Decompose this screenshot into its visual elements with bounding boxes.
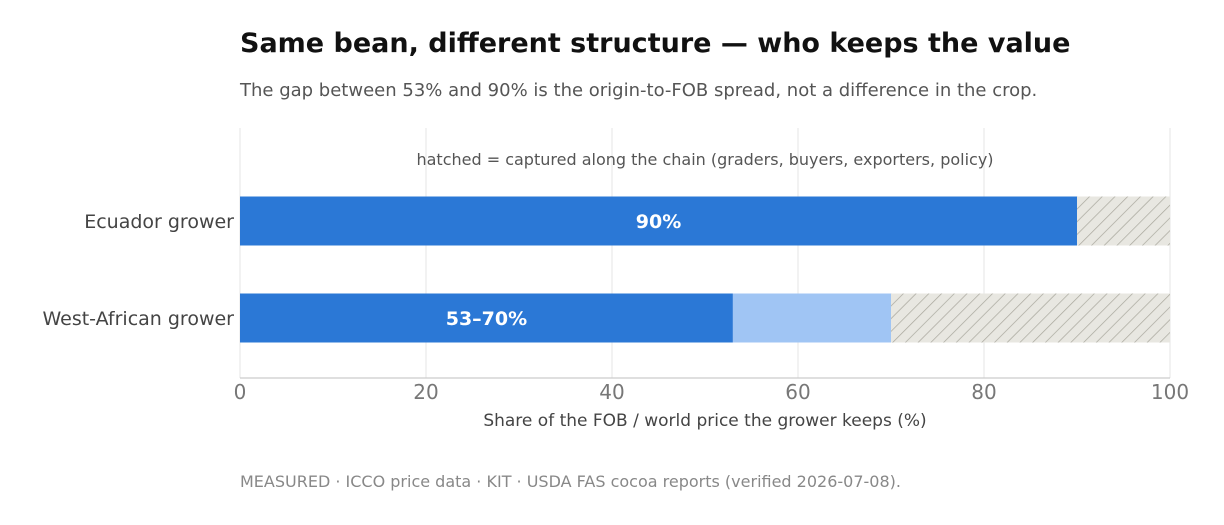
hatch-annotation: hatched = captured along the chain (grad… (416, 150, 993, 169)
bar-1-segment-1 (732, 293, 891, 343)
category-label-1: West-African grower (42, 308, 234, 330)
category-labels: Ecuador grower West-African grower (42, 211, 234, 330)
x-tick-label-0: 0 (234, 380, 247, 404)
chart-subtitle: The gap between 53% and 90% is the origi… (240, 80, 1038, 101)
category-label-0: Ecuador grower (84, 211, 234, 233)
x-axis-label: Share of the FOB / world price the growe… (483, 411, 926, 431)
bar-0-segment-0 (240, 196, 1077, 246)
source-note: MEASURED · ICCO price data · KIT · USDA … (240, 472, 901, 491)
x-tick-label-5: 100 (1151, 380, 1189, 404)
x-tick-label-3: 60 (785, 380, 810, 404)
bars (240, 196, 1170, 343)
bar-labels: 90% 53–70% (446, 211, 682, 330)
bar-1-segment-0 (240, 293, 733, 343)
bar-label-0: 90% (636, 211, 681, 233)
bar-label-1: 53–70% (446, 308, 527, 330)
bar-0-segment-2 (1077, 196, 1170, 246)
chart-title: Same bean, different structure — who kee… (240, 28, 1071, 59)
x-tick-label-2: 40 (599, 380, 624, 404)
x-tick-label-4: 80 (971, 380, 996, 404)
bar-1-segment-2 (891, 293, 1170, 343)
x-tick-labels: 0 20 40 60 80 100 (234, 380, 1189, 404)
x-tick-label-1: 20 (413, 380, 438, 404)
